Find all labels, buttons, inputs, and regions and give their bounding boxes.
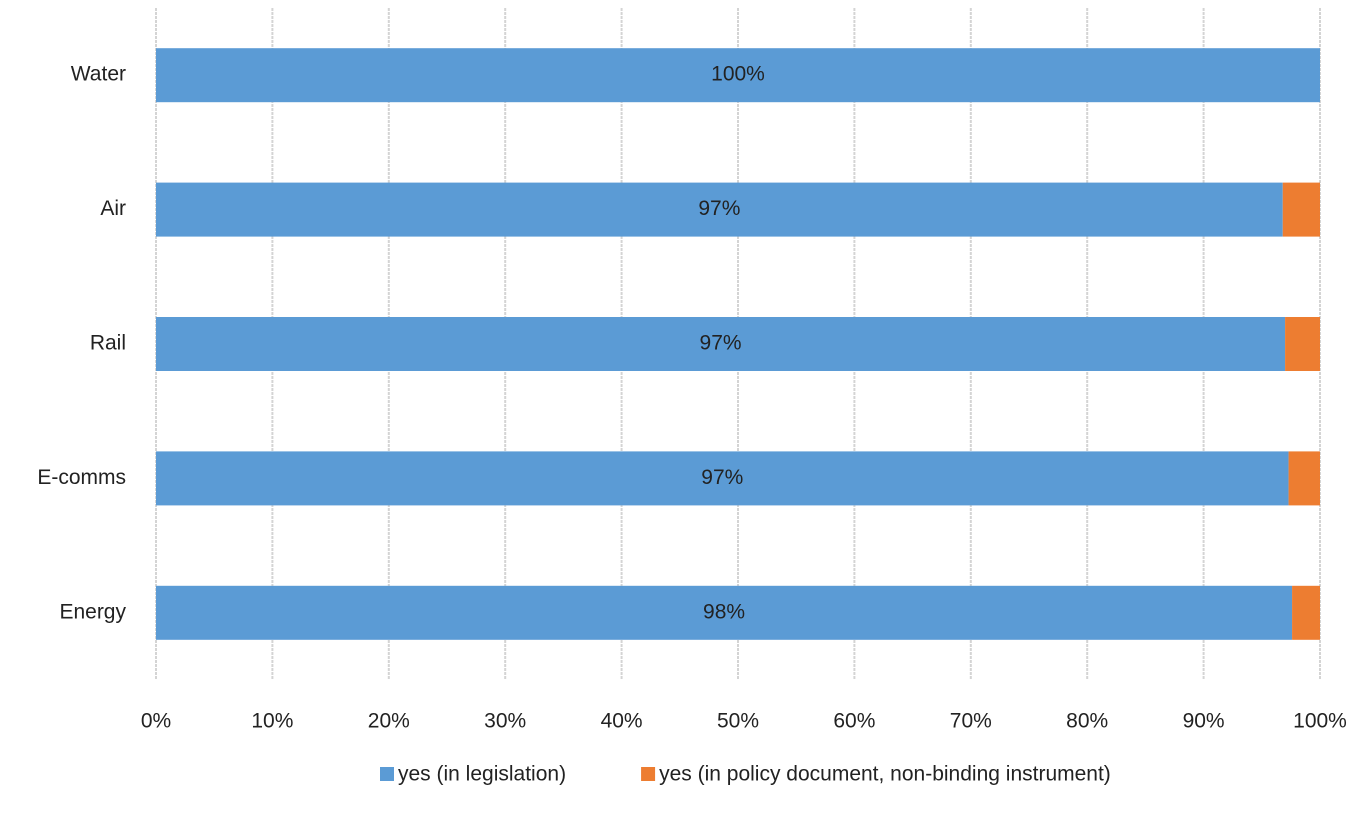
legend-label: yes (in policy document, non-binding ins… xyxy=(659,763,1111,786)
legend-swatch xyxy=(641,767,656,781)
data-label: 97% xyxy=(701,466,743,489)
x-tick-label: 90% xyxy=(1183,710,1225,733)
bar xyxy=(156,182,1283,237)
x-tick-label: 80% xyxy=(1066,710,1108,733)
bar xyxy=(156,317,1286,371)
x-tick-label: 10% xyxy=(251,710,293,733)
data-label: 97% xyxy=(700,332,742,355)
bar xyxy=(1292,585,1320,640)
x-tick-label: 30% xyxy=(484,710,526,733)
x-tick-label: 70% xyxy=(950,710,992,733)
data-label: 98% xyxy=(703,600,745,623)
bar xyxy=(1288,451,1320,506)
x-tick-label: 0% xyxy=(141,710,171,733)
bar xyxy=(156,451,1289,506)
bar xyxy=(1282,182,1320,237)
data-label: 97% xyxy=(698,197,740,220)
bar xyxy=(156,585,1293,640)
x-tick-label: 60% xyxy=(833,710,875,733)
y-tick-label: Rail xyxy=(90,332,126,355)
y-tick-label: Air xyxy=(100,197,126,220)
data-label: 100% xyxy=(711,63,765,86)
x-tick-label: 50% xyxy=(717,710,759,733)
legend-swatch xyxy=(380,767,394,781)
legend-label: yes (in legislation) xyxy=(398,763,566,786)
x-tick-label: 100% xyxy=(1293,710,1347,733)
bar xyxy=(1285,317,1320,371)
x-tick-label: 40% xyxy=(601,710,643,733)
y-tick-label: E-comms xyxy=(37,466,126,489)
y-tick-label: Energy xyxy=(59,600,126,623)
x-tick-label: 20% xyxy=(368,710,410,733)
bar xyxy=(156,48,1320,103)
y-tick-label: Water xyxy=(71,63,126,86)
